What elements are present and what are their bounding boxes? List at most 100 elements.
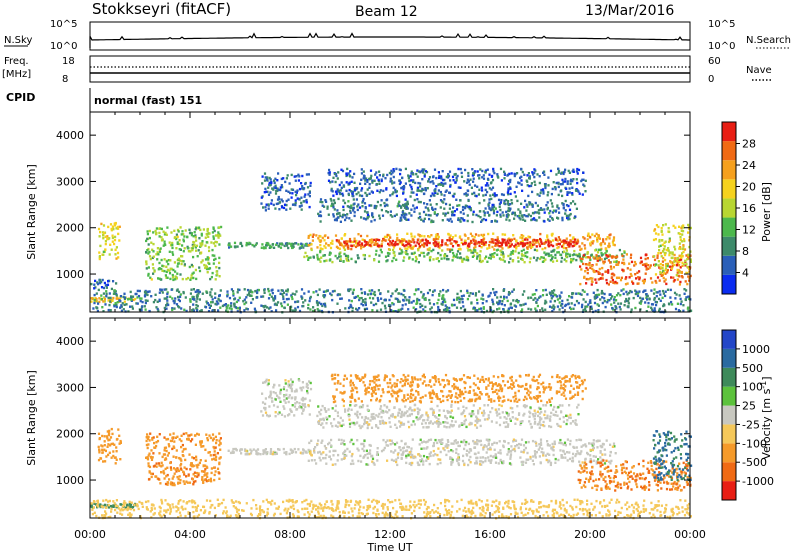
cell-power-8 xyxy=(420,251,423,255)
cell-power-13 xyxy=(360,291,363,295)
cell-power-10 xyxy=(491,186,495,189)
cell-power-9 xyxy=(547,218,550,221)
cell-power-10 xyxy=(348,188,351,192)
cell-power-9 xyxy=(483,211,486,214)
cell-velocity-5 xyxy=(343,450,346,454)
cell-power-10 xyxy=(575,178,578,181)
cell-velocity-3 xyxy=(249,448,252,451)
cell-velocity-1 xyxy=(107,506,111,509)
cell-velocity-5 xyxy=(524,461,528,464)
cell-power-3 xyxy=(191,265,194,268)
cell-power-10 xyxy=(576,167,579,171)
cell-power-13 xyxy=(101,306,104,309)
cell-power-6 xyxy=(605,238,608,241)
cell-power-3 xyxy=(205,241,208,244)
cell-power-11 xyxy=(611,278,614,282)
cell-power-9 xyxy=(499,215,502,218)
cell-power-5 xyxy=(298,198,301,201)
cell-power-10 xyxy=(486,182,489,185)
cell-power-13 xyxy=(267,297,271,300)
cell-power-13 xyxy=(489,291,492,295)
cell-power-10 xyxy=(382,173,385,176)
cell-power-9 xyxy=(448,219,451,222)
cell-power-4 xyxy=(292,242,295,246)
cell-power-11 xyxy=(646,257,649,260)
cell-power-12 xyxy=(659,266,662,269)
cell-power-9 xyxy=(435,214,438,217)
cell-power-13 xyxy=(476,309,479,312)
cell-power-8 xyxy=(331,260,334,264)
cell-power-7 xyxy=(540,240,543,243)
cell-power-13 xyxy=(639,296,642,300)
cell-power-10 xyxy=(510,172,513,175)
cell-power-7 xyxy=(500,243,503,246)
cell-power-13 xyxy=(402,294,405,297)
cell-power-8 xyxy=(523,261,526,264)
cell-power-13 xyxy=(235,300,238,304)
cell-power-8 xyxy=(483,257,487,260)
cell-power-10 xyxy=(531,190,534,194)
cell-power-10 xyxy=(356,186,359,190)
cell-power-13 xyxy=(584,300,587,304)
cell-power-6 xyxy=(396,238,399,242)
cell-power-6 xyxy=(350,247,353,251)
cell-power-7 xyxy=(510,238,513,241)
cell-power-8 xyxy=(377,260,381,263)
cell-power-3 xyxy=(174,270,177,273)
cell-power-9 xyxy=(380,208,383,212)
cell-velocity-5 xyxy=(434,438,437,442)
cell-velocity-5 xyxy=(409,456,413,459)
cell-power-3 xyxy=(175,277,178,280)
cell-power-7 xyxy=(393,244,397,247)
cell-power-13 xyxy=(171,307,174,310)
cell-power-13 xyxy=(613,301,616,304)
cell-power-13 xyxy=(650,306,653,309)
cell-power-6 xyxy=(355,239,358,243)
cell-power-5 xyxy=(308,191,311,194)
cell-velocity-3 xyxy=(239,449,242,452)
cell-power-13 xyxy=(536,298,539,301)
cell-power-10 xyxy=(467,174,470,177)
cell-power-11 xyxy=(649,277,653,280)
cell-power-9 xyxy=(363,202,367,205)
cell-velocity-5 xyxy=(427,456,430,459)
cell-power-13 xyxy=(530,296,533,299)
cell-power-3 xyxy=(166,226,169,229)
cell-power-13 xyxy=(243,298,246,301)
cell-velocity-4 xyxy=(282,405,285,408)
cell-power-11 xyxy=(617,276,621,279)
cell-power-3 xyxy=(164,274,167,277)
cell-power-7 xyxy=(378,238,381,242)
cell-power-8 xyxy=(496,253,499,256)
cell-power-13 xyxy=(236,310,239,313)
cell-power-11 xyxy=(677,269,681,272)
cell-power-9 xyxy=(401,209,405,213)
cell-power-6 xyxy=(446,248,449,251)
cell-velocity-2 xyxy=(204,459,207,462)
cell-velocity-4 xyxy=(276,394,279,397)
cell-power-10 xyxy=(390,179,393,183)
cell-power-10 xyxy=(492,167,495,171)
cell-power-3 xyxy=(148,236,151,240)
cell-power-13 xyxy=(480,297,483,300)
cell-velocity-2 xyxy=(145,443,148,447)
cell-power-13 xyxy=(413,293,416,296)
cell-power-10 xyxy=(439,183,443,186)
cell-power-8 xyxy=(466,256,470,259)
cell-power-6 xyxy=(521,239,524,243)
cell-power-12 xyxy=(689,260,692,263)
cell-velocity-2 xyxy=(195,471,198,475)
cell-power-13 xyxy=(657,297,661,301)
cell-power-6 xyxy=(527,245,530,248)
cell-power-10 xyxy=(547,184,550,187)
cell-power-3 xyxy=(183,247,186,250)
cell-velocity-5 xyxy=(432,449,435,453)
cell-power-5 xyxy=(300,204,303,207)
cell-power-8 xyxy=(440,257,443,260)
cell-power-8 xyxy=(478,259,481,263)
cell-power-13 xyxy=(552,304,555,307)
cell-velocity-2 xyxy=(160,461,163,464)
cell-power-3 xyxy=(204,258,208,261)
cell-velocity-2 xyxy=(218,472,221,475)
cell-power-4 xyxy=(260,246,263,249)
